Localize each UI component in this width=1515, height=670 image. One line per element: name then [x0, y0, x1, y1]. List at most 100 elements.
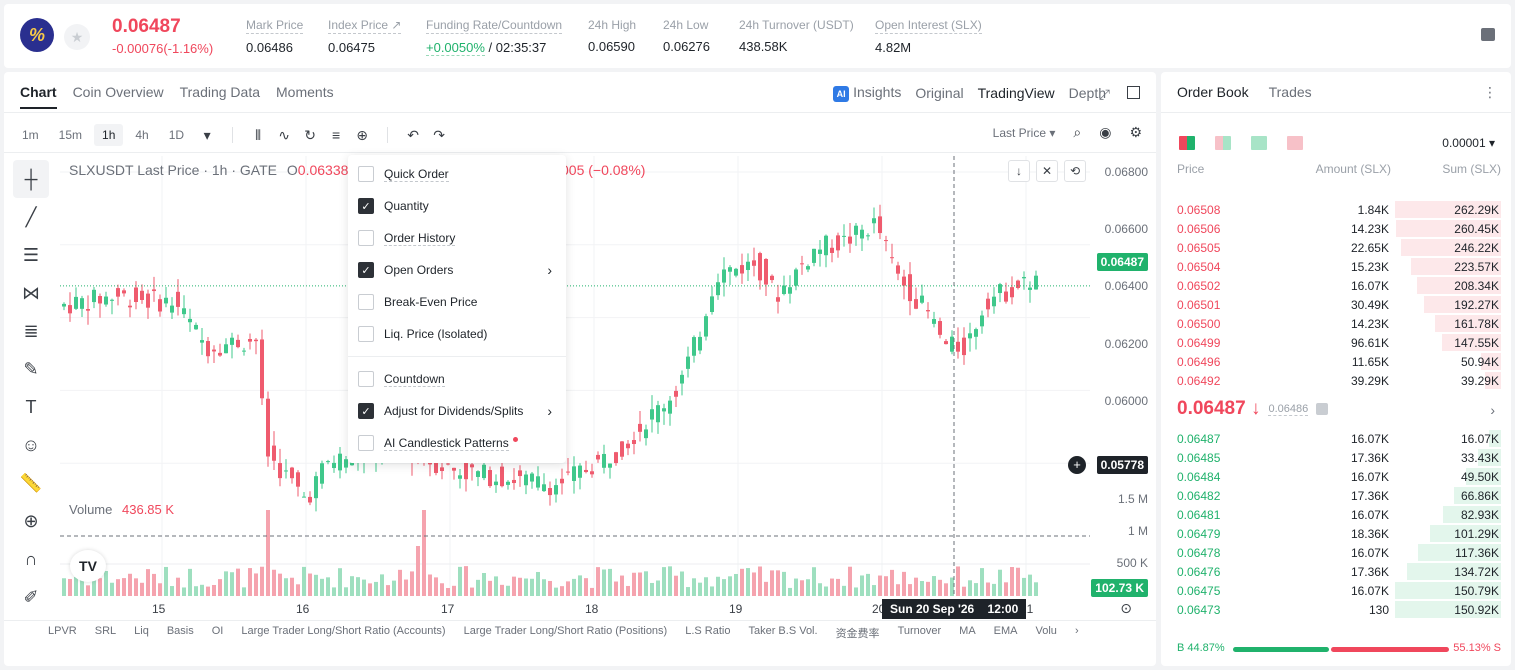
candle-type-icon[interactable]: ⫴ [255, 126, 262, 143]
checkbox[interactable] [358, 166, 374, 182]
ask-row[interactable]: 0.06502 16.07K 208.34K [1161, 276, 1511, 295]
bid-row[interactable]: 0.06485 17.36K 33.43K [1161, 448, 1511, 467]
precision-select[interactable]: 0.00001 ▾ [1442, 136, 1495, 150]
interval-1m[interactable]: 1m [22, 128, 39, 142]
indicator-item[interactable]: Turnover [897, 625, 942, 637]
ask-row[interactable]: 0.06508 1.84K 262.29K [1161, 200, 1511, 219]
interval-1d[interactable]: 1D [168, 128, 185, 142]
collapse-icon[interactable]: ✕ [1036, 160, 1058, 182]
indicator-item[interactable]: MA [959, 625, 976, 637]
redo-icon[interactable]: ↷ [433, 126, 445, 143]
ask-row[interactable]: 0.06500 14.23K 161.78K [1161, 314, 1511, 333]
checkbox-checked[interactable]: ✓ [358, 198, 374, 214]
checkbox-checked[interactable]: ✓ [358, 262, 374, 278]
crosshair-icon[interactable]: ┼ [13, 160, 49, 198]
indicator-item[interactable]: Large Trader Long/Short Ratio (Positions… [463, 625, 668, 637]
bid-row[interactable]: 0.06476 17.36K 134.72K [1161, 562, 1511, 581]
bid-row[interactable]: 0.06475 16.07K 150.79K [1161, 581, 1511, 600]
checkbox[interactable] [358, 326, 374, 342]
expand-icon[interactable]: ⤢ [1098, 86, 1110, 102]
refresh-icon[interactable]: ⟲ [1064, 160, 1086, 182]
checkbox[interactable] [358, 294, 374, 310]
bid-row[interactable]: 0.06479 18.36K 101.29K [1161, 524, 1511, 543]
insights-button[interactable]: AI Insights [833, 84, 901, 102]
tab-trades[interactable]: Trades [1268, 84, 1312, 100]
ask-row[interactable]: 0.06499 96.61K 147.55K [1161, 333, 1511, 352]
indicator-item[interactable]: Liq [134, 625, 149, 637]
indicator-item[interactable]: SRL [94, 625, 117, 637]
ruler-icon[interactable]: 📏 [19, 472, 43, 493]
bid-row[interactable]: 0.06473 130 150.92K [1161, 600, 1511, 619]
indicators-icon[interactable]: ∿ [278, 126, 290, 143]
menu-quick-order[interactable]: Quick Order [358, 161, 556, 187]
layout-asks-icon[interactable] [1287, 136, 1303, 150]
more-icon[interactable]: ⋮ [1483, 84, 1497, 100]
view-depth[interactable]: Depth [1068, 85, 1106, 101]
pencil-lock-icon[interactable]: ✐ [23, 586, 39, 607]
menu-adjust-dividends[interactable]: ✓ Adjust for Dividends/Splits › [358, 398, 556, 424]
chevron-down-icon[interactable]: ▾ [203, 126, 211, 143]
price-type-select[interactable]: Last Price ▾ [992, 125, 1056, 140]
indicator-item[interactable]: Large Trader Long/Short Ratio (Accounts) [241, 625, 446, 637]
fib-icon[interactable]: ≣ [23, 320, 39, 341]
emoji-icon[interactable]: ☺ [21, 434, 41, 455]
tab-chart[interactable]: Chart [20, 84, 57, 109]
pattern-icon[interactable]: ⋈ [22, 282, 40, 303]
indicator-item[interactable]: Basis [166, 625, 194, 637]
gear-icon[interactable]: ⚙ [1129, 124, 1142, 140]
chart-settings-icon[interactable]: ⊙ [1120, 600, 1132, 616]
ask-row[interactable]: 0.06501 30.49K 192.27K [1161, 295, 1511, 314]
layout-both-icon[interactable] [1179, 136, 1195, 150]
indicator-item[interactable]: Taker B.S Vol. [748, 625, 818, 637]
camera-icon[interactable]: ◉ [1099, 124, 1112, 140]
indicator-item[interactable]: OI [211, 625, 224, 637]
checkbox[interactable] [358, 371, 374, 387]
menu-break-even[interactable]: Break-Even Price [358, 289, 556, 315]
brush-icon[interactable]: ✎ [23, 358, 39, 379]
stat-index-price[interactable]: Index Price ↗ 0.06475 [328, 18, 402, 55]
menu-open-orders[interactable]: ✓ Open Orders › [358, 257, 556, 283]
view-tradingview[interactable]: TradingView [977, 85, 1055, 101]
indicator-item[interactable]: EMA [993, 625, 1018, 637]
bid-row[interactable]: 0.06478 16.07K 117.36K [1161, 543, 1511, 562]
checkbox[interactable] [358, 230, 374, 246]
indicator-item[interactable]: 资金费率 [835, 628, 880, 640]
magnet-icon[interactable]: ∩ [24, 548, 38, 569]
bid-row[interactable]: 0.06487 16.07K 16.07K [1161, 429, 1511, 448]
favorite-star-icon[interactable]: ★ [64, 24, 90, 50]
bid-row[interactable]: 0.06484 16.07K 49.50K [1161, 467, 1511, 486]
bid-row[interactable]: 0.06482 17.36K 66.86K [1161, 486, 1511, 505]
book-icon[interactable] [1481, 28, 1495, 41]
chevron-right-icon[interactable]: › [1074, 625, 1079, 637]
compare-icon[interactable]: ↻ [304, 126, 316, 143]
bid-row[interactable]: 0.06481 16.07K 82.93K [1161, 505, 1511, 524]
trend-line-icon[interactable]: ╱ [25, 206, 37, 227]
indicator-item[interactable]: Volu [1035, 625, 1057, 637]
menu-ai-candlestick[interactable]: AI Candlestick Patterns [358, 430, 556, 456]
menu-countdown[interactable]: Countdown [358, 366, 556, 392]
view-original[interactable]: Original [915, 85, 964, 101]
interval-1h[interactable]: 1h [94, 124, 124, 146]
chevron-right-icon[interactable]: › [1490, 402, 1495, 418]
fullscreen-icon[interactable] [1127, 86, 1140, 99]
ask-row[interactable]: 0.06496 11.65K 50.94K [1161, 352, 1511, 371]
checkbox[interactable] [358, 435, 374, 451]
menu-quantity[interactable]: ✓ Quantity [358, 193, 556, 219]
channel-icon[interactable]: ☰ [22, 244, 40, 265]
tab-trading-data[interactable]: Trading Data [179, 84, 261, 100]
ask-row[interactable]: 0.06505 22.65K 246.22K [1161, 238, 1511, 257]
menu-order-history[interactable]: Order History [358, 225, 556, 251]
tab-moments[interactable]: Moments [276, 84, 334, 100]
indicator-item[interactable]: LPVR [48, 625, 77, 637]
candlestick-chart[interactable] [60, 156, 1090, 596]
interval-4h[interactable]: 4h [135, 128, 149, 142]
menu-liq-price[interactable]: Liq. Price (Isolated) [358, 321, 556, 347]
arrow-down-icon[interactable]: ↓ [1008, 160, 1030, 182]
checkbox-checked[interactable]: ✓ [358, 403, 374, 419]
tradingview-logo[interactable]: TV [70, 550, 106, 582]
ask-row[interactable]: 0.06506 14.23K 260.45K [1161, 219, 1511, 238]
indicator-item[interactable]: L.S Ratio [685, 625, 731, 637]
text-icon[interactable]: T [25, 396, 37, 417]
layout-bids-icon[interactable] [1251, 136, 1267, 150]
tab-coin-overview[interactable]: Coin Overview [72, 84, 164, 100]
